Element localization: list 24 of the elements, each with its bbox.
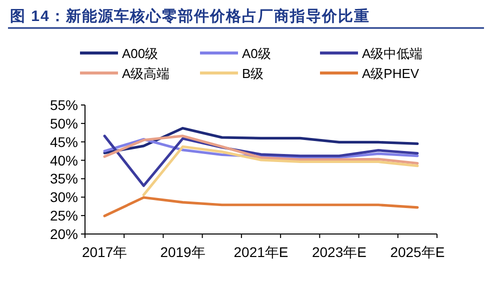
line-series [103,126,419,154]
legend-label: A00级 [122,46,158,61]
x-tick-label: 2017年 [82,244,128,260]
chart-title: 图 14：新能源车核心零部件价格占厂商指导价比重 [10,7,370,25]
y-tick-label: 35% [50,170,78,187]
y-tick-label: 40% [50,152,78,168]
x-tick-label: 2023年E [312,244,366,260]
line-series [103,196,419,218]
line-series [103,134,419,165]
x-tick-label: 2025年E [390,244,445,260]
y-tick-label: 50% [50,115,78,132]
x-tick-label: 2019年 [160,244,206,260]
legend-label: A0级 [242,46,271,61]
legend-label: A级PHEV [362,66,420,81]
y-tick-label: 25% [50,208,78,224]
y-tick-label: 55% [50,97,78,113]
y-tick-label: 20% [50,226,78,242]
line-series [142,145,419,196]
y-tick-label: 30% [50,189,78,206]
legend-label: A级中低端 [362,46,423,61]
y-tick-label: 45% [50,134,78,150]
legend-label: B级 [242,66,264,81]
legend-label: A级高端 [122,66,170,81]
x-tick-label: 2021年E [234,244,288,260]
